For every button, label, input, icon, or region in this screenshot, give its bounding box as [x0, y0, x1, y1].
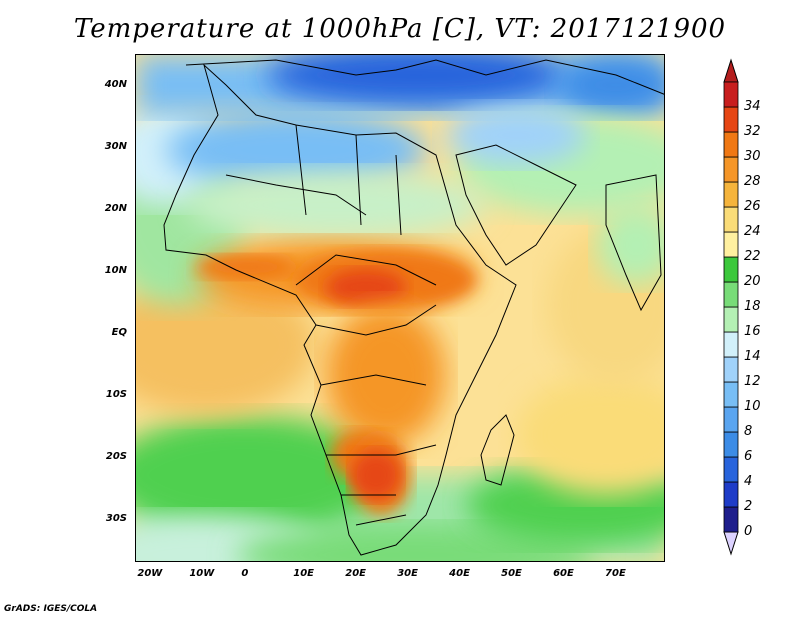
colorbar-segment — [723, 406, 739, 433]
lon-tick-label: 60E — [553, 568, 574, 579]
colorbar-tick-label: 22 — [744, 249, 761, 264]
colorbar-tick-label: 8 — [744, 424, 753, 439]
colorbar-tick-label: 34 — [744, 99, 761, 114]
colorbar-segment — [723, 281, 739, 308]
colorbar-tick-label: 2 — [744, 499, 753, 514]
lon-tick-label: 70E — [605, 568, 626, 579]
map-canvas — [136, 55, 664, 561]
coastlines — [163, 59, 664, 556]
colorbar-tick-label: 10 — [744, 399, 761, 414]
colorbar-segment — [723, 106, 739, 133]
colorbar-tick-label: 30 — [744, 149, 761, 164]
india-outline — [605, 174, 662, 312]
lat-tick-label: 20S — [105, 450, 127, 462]
colorbar-segment — [723, 456, 739, 483]
colorbar-segment — [723, 156, 739, 183]
arabia-outline — [455, 144, 577, 266]
colorbar-segment — [723, 181, 739, 208]
africa-outline — [163, 63, 517, 556]
colorbar-tick-label: 14 — [744, 349, 761, 364]
lon-tick-label: 10E — [293, 568, 315, 579]
colorbar-segment — [723, 481, 739, 508]
colorbar-tick-label: 20 — [744, 274, 761, 289]
europe-outline — [185, 59, 664, 95]
lat-tick-label: EQ — [111, 326, 127, 338]
lat-tick-label: 20N — [104, 202, 127, 214]
madagascar-outline — [480, 414, 515, 486]
lat-tick-label: 10S — [105, 388, 127, 400]
colorbar-segment — [723, 81, 739, 108]
colorbar-tick-label: 18 — [744, 299, 761, 314]
colorbar-tick-label: 6 — [744, 449, 753, 464]
lat-tick-label: 40N — [104, 78, 127, 90]
colorbar-tick-label: 12 — [744, 374, 761, 389]
lon-tick-label: 20W — [137, 568, 163, 579]
colorbar-under-arrow — [723, 531, 739, 556]
colorbar-tick-label: 32 — [744, 124, 761, 139]
lon-tick-label: 40E — [449, 568, 470, 579]
colorbar-segment — [723, 306, 739, 333]
colorbar-segment — [723, 131, 739, 158]
colorbar-tick-label: 26 — [744, 199, 761, 214]
colorbar-segment — [723, 356, 739, 383]
colorbar-segment — [723, 381, 739, 408]
colorbar-segment — [723, 256, 739, 283]
temperature-field — [136, 55, 664, 561]
lat-tick-label: 30N — [104, 140, 127, 152]
colorbar-tick-label: 0 — [744, 524, 753, 539]
lat-tick-label: 10N — [104, 264, 127, 276]
chart-title: Temperature at 1000hPa [C], VT: 20171219… — [73, 14, 727, 44]
colorbar-tick-label: 28 — [744, 174, 761, 189]
colorbar-segment — [723, 206, 739, 233]
colorbar-tick-label: 24 — [744, 224, 761, 239]
borders — [225, 124, 437, 526]
credit-text: GrADS: IGES/COLA — [4, 604, 98, 614]
temperature-map — [135, 54, 665, 562]
colorbar-segment — [723, 231, 739, 258]
colorbar-tick-label: 4 — [744, 474, 753, 489]
lon-tick-label: 50E — [501, 568, 522, 579]
colorbar-tick-label: 16 — [744, 324, 761, 339]
lon-tick-label: 10W — [189, 568, 215, 579]
colorbar-segment — [723, 331, 739, 358]
lon-tick-label: 30E — [397, 568, 418, 579]
lon-tick-label: 20E — [345, 568, 366, 579]
lon-tick-label: 0 — [241, 568, 249, 579]
colorbar-segment — [723, 506, 739, 533]
lat-tick-label: 30S — [105, 512, 127, 524]
colorbar-segment — [723, 431, 739, 458]
colorbar-over-arrow — [723, 58, 739, 83]
